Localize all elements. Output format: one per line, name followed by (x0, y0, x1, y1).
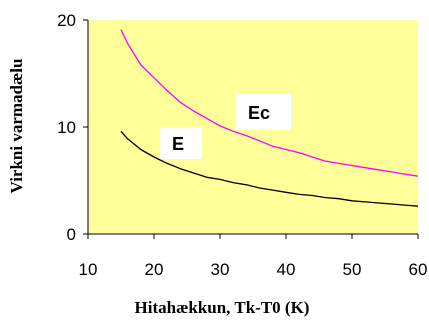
series-layer (120, 29, 419, 207)
y-axis-title: Virkni varmadælu (7, 59, 26, 194)
x-tick-label: 40 (277, 260, 296, 279)
x-tick-label: 30 (211, 260, 230, 279)
series-label-box-ec (235, 94, 291, 130)
series-label-e: E (172, 134, 184, 154)
x-tick-label: 60 (409, 260, 428, 279)
series-label-box-e (160, 127, 202, 159)
y-tick-label: 10 (57, 118, 76, 137)
series-line-ec (120, 29, 419, 177)
x-axis-title: Hitahækkun, Tk-T0 (K) (135, 298, 310, 317)
y-tick-label: 0 (67, 225, 76, 244)
x-tick-label: 10 (79, 260, 98, 279)
x-tick-label: 20 (145, 260, 164, 279)
x-tick-label: 50 (343, 260, 362, 279)
series-line-e (120, 130, 419, 207)
series-label-ec: Ec (248, 103, 270, 123)
y-tick-label: 20 (57, 11, 76, 30)
